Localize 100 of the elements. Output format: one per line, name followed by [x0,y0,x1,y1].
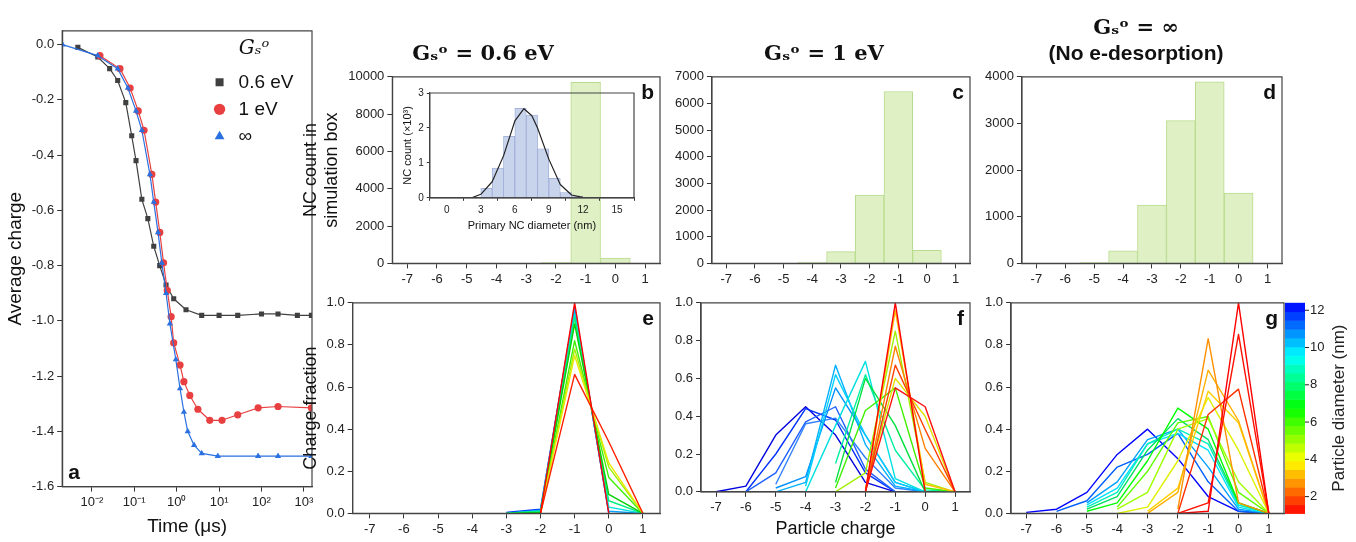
x-tick-label: -2 [550,270,562,286]
y-tick-label: 7000 [675,68,704,84]
y-tick-label: -0.4 [31,146,55,162]
y-tick-label: 1.0 [326,294,345,310]
x-tick-label: -5 [777,270,790,286]
color-bar-label: 10 [1310,339,1325,355]
y-tick-label: 0.0 [36,36,55,52]
y-tick-label: 5000 [675,121,704,137]
y-tick-label: 3000 [675,175,704,191]
x-tick-label: -4 [799,499,812,515]
x-tick-label: 1 [639,520,647,536]
color-bar-label: 8 [1310,376,1318,392]
x-tick-label: -7 [720,270,733,286]
y-tick-label: -1.0 [31,312,55,328]
annotation: e [642,305,654,329]
x-tick-label: 1 [951,499,959,515]
y-tick-label: 0.6 [674,369,694,385]
x-tick-label: 12 [577,203,589,215]
x-tick-label: -2 [1172,520,1184,536]
y-tick-label: 1 [418,156,425,168]
y-tick-label: 2000 [675,201,704,217]
x-tick-label: 1 [641,270,649,286]
color-bar-title: Particle diameter (nm) [1328,324,1348,492]
x-tick-label: -2 [534,520,547,536]
x-tick-label: -4 [1117,270,1129,286]
y-tick-label: 4000 [355,180,385,196]
legend-label: ∞ [238,124,253,146]
x-tick-label: -6 [740,499,752,515]
annotation: g [1265,305,1278,329]
y-tick-label: 1000 [675,228,704,244]
y-tick-label: 0.4 [674,407,694,423]
annotation: c [952,79,965,103]
x-tick-label: 10¹ [209,493,230,509]
chart-title: Gₛᵒ = 1 eV [763,40,885,66]
x-tick-label: 0 [923,270,931,286]
x-axis-title: Time (μs) [147,514,228,536]
y-tick-label: 0.2 [674,445,694,461]
y-tick-label: 2000 [985,161,1014,177]
x-tick-label: 10³ [294,493,314,509]
y-axis-title: NC count (×10³) [400,106,413,185]
x-tick-label: -6 [1059,270,1072,286]
x-tick-label: -5 [769,499,782,515]
y-tick-label: 3 [418,86,425,98]
annotation: a [68,459,81,483]
y-tick-label: 4000 [985,68,1014,84]
x-tick-label: -6 [1050,520,1063,536]
annotation: f [957,305,965,329]
y-tick-label: -0.8 [31,257,55,273]
y-tick-label: 10000 [348,68,385,84]
y-tick-label: 0.6 [326,378,345,394]
y-tick-label: 8000 [355,105,385,121]
x-tick-label: -3 [500,520,513,536]
y-tick-label: 0.8 [326,336,345,352]
x-tick-label: -3 [829,499,842,515]
x-tick-label: -1 [889,499,902,515]
y-tick-label: 0.0 [326,504,345,520]
x-tick-label: 1 [952,270,960,286]
y-tick-label: 3000 [985,115,1014,131]
x-tick-label: -5 [432,520,444,536]
x-axis-title: Particle charge [775,518,896,539]
x-tick-label: -7 [1020,520,1033,536]
x-tick-label: 10⁻¹ [122,493,147,509]
x-tick-label: -7 [363,520,376,536]
y-tick-label: 0 [1006,254,1014,270]
y-tick-label: 0.0 [984,504,1004,520]
y-tick-label: 6000 [355,143,385,159]
y-axis-title: Average charge [3,191,25,326]
y-tick-label: 0.8 [984,336,1004,352]
y-tick-label: 0 [418,191,425,203]
x-tick-label: -4 [1111,520,1123,536]
chart-title: Gₛᵒ = ∞ [1092,14,1180,40]
y-tick-label: 0.6 [984,378,1004,394]
y-tick-label: 0.4 [984,420,1004,436]
x-tick-label: -6 [398,520,410,536]
x-tick-label: -7 [1030,270,1043,286]
x-tick-label: 6 [512,203,519,215]
color-bar-label: 2 [1310,488,1318,504]
y-tick-label: 0.2 [326,462,345,478]
y-axis-title: NC count in simulation box [299,112,342,228]
y-tick-label: 2000 [355,217,385,233]
x-tick-label: 10² [252,493,272,509]
color-bar-label: 12 [1310,301,1325,317]
x-tick-label: 0 [1235,270,1243,286]
x-tick-label: 1 [1263,270,1272,286]
x-tick-label: 0 [1234,520,1243,536]
x-tick-label: -4 [466,520,478,536]
x-tick-label: -2 [863,270,876,286]
x-tick-label: -2 [859,499,872,515]
y-tick-label: -1.6 [31,478,55,494]
y-tick-label: -1.2 [31,367,55,383]
y-tick-label: 1000 [985,208,1014,224]
x-tick-label: -1 [579,270,592,286]
x-tick-label: 1 [1265,520,1273,536]
legend-title: Gₛᵒ [238,35,270,59]
x-tick-label: -7 [710,499,722,515]
y-tick-label: 0.8 [674,332,694,348]
y-tick-label: -0.2 [31,91,55,107]
x-tick-label: -3 [835,270,847,286]
x-tick-label: -4 [806,270,819,286]
color-bar-label: 4 [1310,450,1318,466]
